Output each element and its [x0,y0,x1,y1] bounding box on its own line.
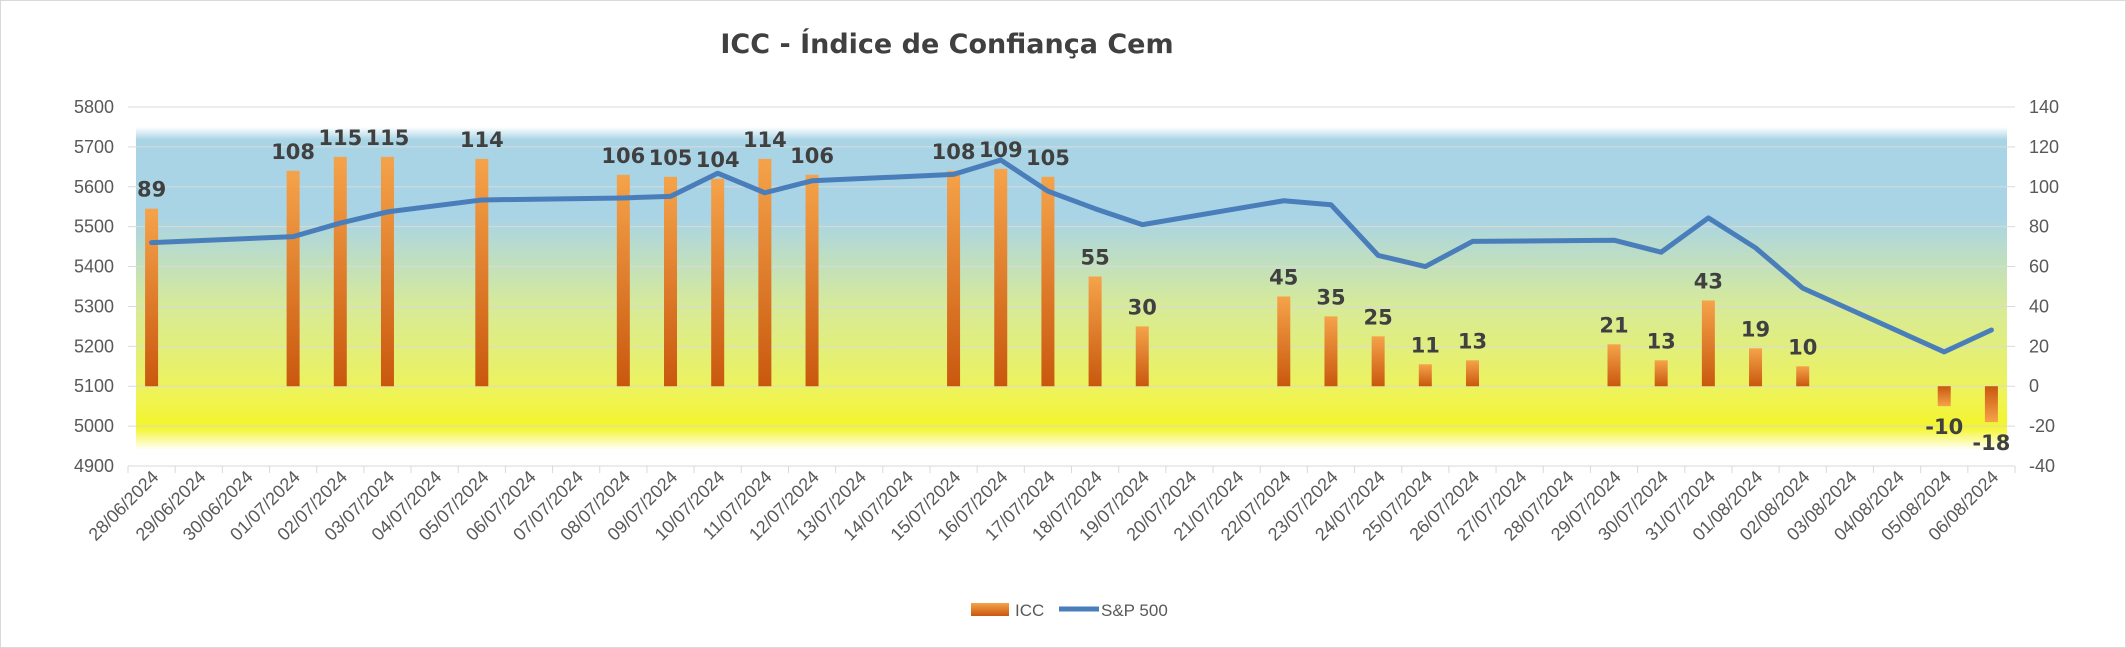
icc-data-label: 115 [318,126,362,150]
y-right-tick-label: 100 [2029,177,2059,197]
legend-label-sp500: S&P 500 [1101,601,1168,620]
icc-data-label: 13 [1458,329,1487,353]
icc-bar [1371,336,1385,387]
y-left-tick-label: 4900 [74,456,114,476]
icc-bar [1749,348,1763,387]
icc-data-label: 108 [932,140,976,164]
icc-data-label: 114 [743,128,787,152]
icc-bar [1324,316,1338,387]
icc-data-label: 10 [1788,335,1817,359]
y-right-tick-label: 20 [2029,336,2049,356]
icc-bar [1796,366,1810,387]
icc-bar [1135,326,1149,387]
icc-bar [1701,300,1715,387]
sp500-line [149,157,1994,355]
icc-bar [1465,360,1479,387]
y-right-tick-label: -40 [2029,456,2055,476]
icc-data-label: 21 [1599,313,1628,337]
icc-bar [1088,276,1102,387]
icc-data-label: 45 [1269,265,1298,289]
icc-bar [475,158,489,387]
y-right-tick-label: 40 [2029,296,2049,316]
icc-data-label: 114 [460,128,504,152]
y-left-tick-label: 5100 [74,376,114,396]
y-left-tick-label: 5200 [74,336,114,356]
plot-area: 4900 5000 5100 5200 5300 5400 5500 5600 5700 5800… [74,97,2059,545]
icc-bar [333,156,347,387]
background-band [136,126,2007,451]
icc-bar [994,168,1008,387]
y-right-tick-label: -20 [2029,416,2055,436]
icc-data-label: 104 [696,148,740,172]
y-left-tick-label: 5400 [74,257,114,277]
icc-data-label: 25 [1364,305,1393,329]
chart-title: ICC - Índice de Confiança Cem [720,28,1173,60]
legend: ICC S&P 500 [971,601,1168,620]
icc-bar [1937,386,1951,407]
icc-bar [1041,176,1055,387]
icc-bar [380,156,394,387]
y-left-tick-label: 5300 [74,296,114,316]
icc-bar [711,178,725,387]
icc-data-label: -18 [1972,431,2010,455]
icc-bar [616,174,630,387]
icc-bar [664,176,678,387]
legend-swatch-icc [971,603,1009,616]
icc-data-label: 13 [1647,329,1676,353]
icc-data-label: 35 [1316,285,1345,309]
y-right-tick-label: 120 [2029,137,2059,157]
icc-bar [1654,360,1668,387]
icc-data-label: 19 [1741,317,1770,341]
y-left-tick-label: 5800 [74,97,114,117]
y-left-tick-label: 5700 [74,137,114,157]
icc-data-label: 55 [1080,246,1109,270]
y-right-tick-label: 80 [2029,217,2049,237]
icc-data-label: 106 [790,144,834,168]
icc-bar [805,174,819,387]
icc-bar [1607,344,1621,387]
icc-data-label: 43 [1694,269,1723,293]
y-right-tick-label: 60 [2029,257,2049,277]
y-left-tick-label: 5600 [74,177,114,197]
legend-label-icc: ICC [1015,601,1044,620]
icc-data-label: 105 [649,146,693,170]
icc-bar [1277,296,1291,387]
icc-data-label: 89 [137,178,166,202]
icc-data-label: 115 [366,126,410,150]
icc-data-label: 108 [271,140,315,164]
icc-data-label: 106 [601,144,645,168]
y-right-tick-label: 140 [2029,97,2059,117]
y-left-tick-label: 5500 [74,217,114,237]
y-right-tick-label: 0 [2029,376,2039,396]
icc-data-label: 105 [1026,146,1070,170]
icc-data-label: -10 [1925,415,1963,439]
icc-bar [1418,364,1432,387]
y-left-tick-label: 5000 [74,416,114,436]
icc-bar [286,170,300,387]
icc-data-label: 30 [1128,295,1157,319]
icc-bar [1984,386,1998,423]
icc-bar [145,208,159,387]
icc-data-label: 11 [1411,333,1440,357]
icc-bar [758,158,772,387]
icc-bar [947,170,961,387]
